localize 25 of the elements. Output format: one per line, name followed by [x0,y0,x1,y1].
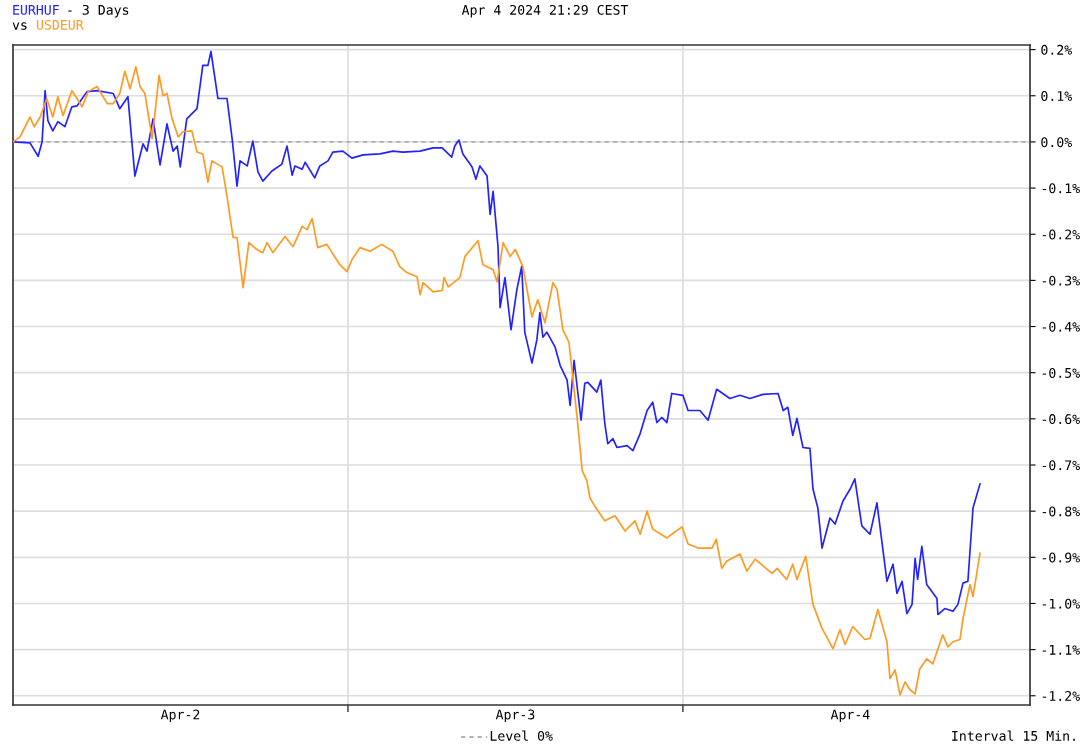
y-tick-label: -1.2% [1042,691,1080,701]
chart-subtitle: vs [12,22,27,30]
y-tick-label: -0.4% [1042,321,1080,332]
legend-label: Level 0% [490,730,553,741]
y-tick-label: -0.9% [1042,552,1080,563]
text: Interval 15 Min. [952,730,1075,741]
y-tick-label: -0.3% [1042,275,1080,286]
y-tick-label: 0.2% [1041,44,1072,55]
x-tick-label: Apr-4 [830,709,870,723]
text: Apr 4 2024 21:29 CEST [461,4,629,18]
x-tick-label: Apr-2 [160,709,200,723]
y-tick-label: -1.1% [1042,645,1080,655]
y-tick-label: -0.7% [1042,460,1080,471]
text: EURHUF [13,5,59,15]
y-tick-label: 0.0% [1041,137,1072,148]
chart-title: - 3 Days [68,4,129,18]
y-tick-label: 0.1% [1041,91,1072,101]
y-tick-label: -0.2% [1042,229,1080,240]
y-tick-label: -0.8% [1042,506,1080,517]
y-tick-label: -1.0% [1042,598,1080,609]
text: USDEUR [36,19,84,30]
y-tick-label: -0.6% [1042,414,1080,425]
y-tick-label: -0.5% [1042,367,1080,378]
y-tick-label: -0.1% [1042,183,1080,194]
x-tick-label: Apr-3 [495,709,535,723]
